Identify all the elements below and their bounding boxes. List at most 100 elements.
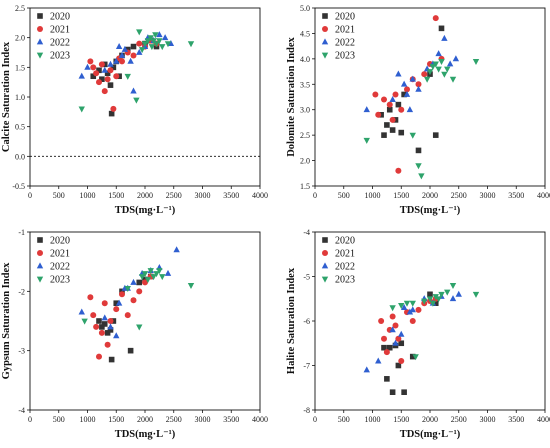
data-point [429, 300, 437, 307]
series-2023 [78, 29, 195, 113]
x-tick-label: 2500 [451, 191, 467, 200]
series-2023 [389, 283, 480, 361]
data-point [153, 271, 160, 278]
legend: 2020 2021 2022 2023 [36, 236, 70, 286]
data-point [389, 95, 396, 102]
data-point [156, 268, 163, 275]
y-tick-label: -4 [303, 228, 310, 237]
y-tick-label: 5.0 [300, 4, 310, 13]
y-tick-label: 3.5 [300, 80, 310, 89]
data-point [119, 58, 125, 65]
y-tick-label: 1.5 [15, 63, 25, 72]
data-point [449, 295, 457, 302]
x-tick-label: 2500 [451, 415, 467, 424]
data-point [415, 306, 422, 313]
data-point [78, 72, 85, 79]
data-point [403, 300, 411, 307]
data-point [398, 340, 405, 347]
data-point [138, 274, 146, 281]
y-tick-label: 1.5 [300, 182, 310, 191]
data-point [136, 48, 143, 55]
data-point [130, 297, 137, 304]
data-point [383, 349, 390, 356]
data-point [96, 79, 102, 86]
data-point [113, 332, 120, 339]
data-point [395, 167, 402, 174]
legend-marker [322, 237, 328, 243]
data-point [159, 274, 166, 281]
data-point [110, 105, 117, 112]
series-2023 [363, 59, 480, 180]
data-point [161, 34, 169, 41]
data-point [392, 91, 399, 98]
data-point [363, 106, 370, 113]
x-tick-label: 2000 [422, 415, 438, 424]
data-point [101, 300, 108, 307]
data-point [444, 66, 451, 73]
data-point [107, 82, 114, 88]
data-point [110, 64, 117, 71]
data-point [401, 389, 407, 395]
data-point [113, 306, 120, 313]
y-tick-label: 2.0 [300, 157, 310, 166]
data-point [136, 324, 143, 331]
x-tick-label: 3500 [508, 191, 524, 200]
x-tick-label: 3000 [480, 415, 496, 424]
x-tick-label: 0 [28, 415, 32, 424]
data-point [381, 132, 387, 138]
data-point [386, 106, 393, 113]
x-tick-label: 500 [53, 191, 65, 200]
series-2021 [378, 295, 439, 365]
x-tick-label: 1000 [80, 415, 96, 424]
data-point [384, 122, 390, 128]
data-point [87, 294, 94, 301]
data-point [136, 279, 143, 286]
x-tick-label: 1000 [365, 415, 381, 424]
legend-label: 2020 [50, 236, 70, 247]
data-point [389, 127, 396, 133]
data-point [101, 88, 108, 95]
y-tick-label: 0.0 [15, 152, 25, 161]
series-2023 [81, 268, 195, 331]
legend-marker [322, 26, 328, 32]
data-point [378, 318, 385, 324]
data-point [421, 298, 428, 305]
data-point [395, 362, 402, 369]
data-point [98, 61, 105, 68]
data-point [409, 132, 416, 139]
x-tick-label: 3000 [480, 191, 496, 200]
data-point [406, 106, 414, 113]
x-tick-label: 3500 [223, 191, 239, 200]
data-point [141, 41, 149, 48]
y-tick-label: 4.0 [300, 55, 310, 64]
data-point [389, 326, 396, 333]
data-point [381, 96, 387, 103]
chart-panel-2: 0 500 1000 1500 2000 2500 3000 3500 4000 1.5 2.0 2.… [286, 4, 550, 216]
data-point [432, 61, 439, 68]
data-point [389, 389, 396, 395]
y-tick-label: 3.0 [300, 106, 310, 115]
y-tick-label: 2.5 [15, 4, 25, 13]
data-point [107, 327, 114, 333]
legend-marker [36, 262, 44, 269]
y-tick-label: 2.0 [15, 34, 25, 43]
legend-label: 2021 [50, 25, 70, 36]
x-tick-label: 4000 [537, 415, 550, 424]
data-point [187, 283, 195, 289]
data-point [386, 101, 393, 108]
x-tick-label: 2500 [166, 415, 182, 424]
data-point [426, 69, 434, 76]
data-point [435, 50, 442, 57]
x-axis-label: TDS(mg·L⁻¹) [400, 205, 461, 216]
data-point [472, 291, 480, 298]
data-point [404, 86, 410, 93]
x-tick-label: 3000 [195, 191, 211, 200]
legend-marker [322, 250, 328, 256]
data-point [187, 41, 195, 48]
data-point [406, 308, 414, 315]
x-tick-label: 3500 [223, 415, 239, 424]
data-point [409, 318, 416, 324]
data-point [438, 59, 445, 65]
data-point [130, 52, 137, 59]
data-point [148, 44, 156, 51]
